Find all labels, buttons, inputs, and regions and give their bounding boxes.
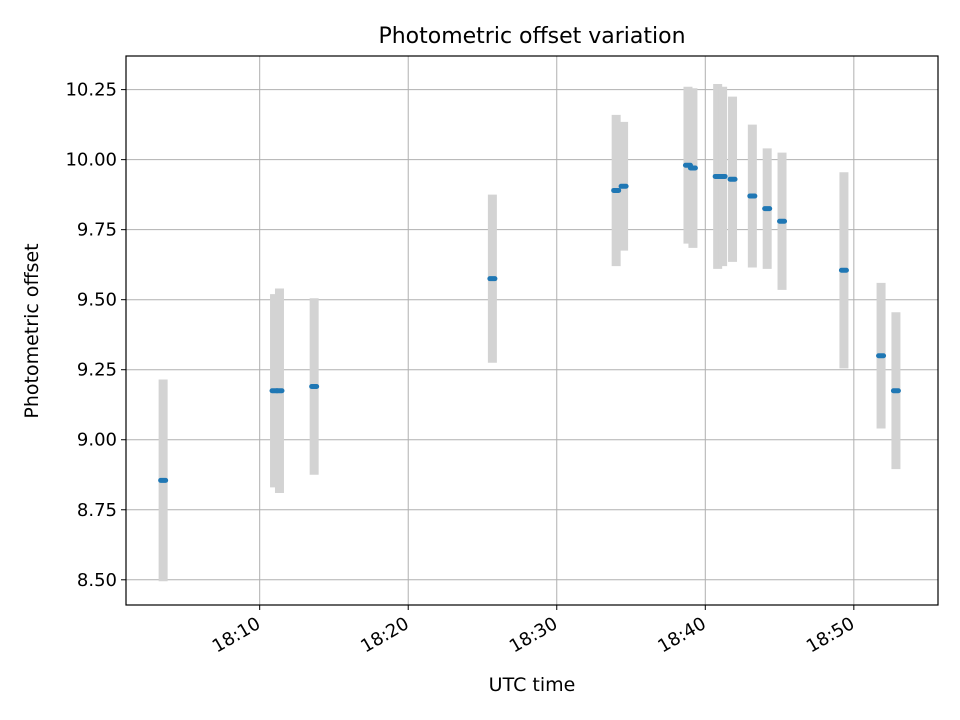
y-tick-label: 10.00 (65, 150, 117, 171)
data-point (717, 173, 728, 179)
data-point (727, 176, 738, 182)
y-tick-label: 8.75 (77, 500, 117, 521)
y-axis-label: Photometric offset (21, 243, 43, 418)
y-tick-label: 9.75 (77, 220, 117, 241)
data-point (890, 388, 901, 394)
grid (126, 56, 938, 605)
data-point (838, 267, 849, 273)
y-tick-label: 9.50 (77, 290, 117, 311)
x-axis: 18:10 18:20 18:30 18:40 18:50 (209, 605, 858, 657)
data-point (687, 165, 698, 171)
data-points (158, 162, 901, 483)
x-tick-label: 18:30 (506, 613, 561, 657)
error-bars (158, 84, 901, 582)
data-point (762, 206, 773, 212)
chart-title: Photometric offset variation (378, 24, 685, 49)
y-tick-label: 10.25 (65, 80, 117, 101)
y-tick-label: 8.50 (77, 570, 117, 591)
data-point (487, 276, 498, 282)
data-point (876, 353, 887, 359)
y-tick-label: 9.25 (77, 360, 117, 381)
data-point (618, 183, 629, 189)
plot-frame (125, 55, 939, 606)
x-tick-label: 18:10 (209, 613, 264, 657)
x-tick-label: 18:50 (803, 613, 858, 657)
x-tick-label: 18:20 (357, 613, 412, 657)
x-tick-label: 18:40 (654, 613, 709, 657)
y-axis: 8.50 8.75 9.00 9.25 9.50 9.75 10.00 10.25 (65, 80, 126, 591)
data-point (309, 384, 320, 390)
data-point (158, 477, 169, 483)
data-point (611, 187, 622, 193)
y-tick-label: 9.00 (77, 430, 117, 451)
data-point (777, 218, 788, 224)
x-axis-label: UTC time (489, 674, 576, 696)
data-point (274, 388, 285, 394)
data-point (747, 193, 758, 199)
